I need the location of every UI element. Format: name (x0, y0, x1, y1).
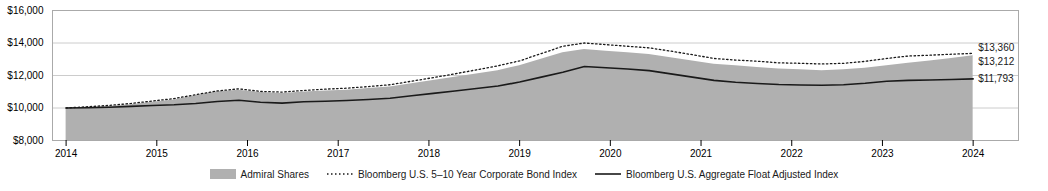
svg-text:2024: 2024 (962, 148, 985, 159)
svg-text:2016: 2016 (236, 148, 259, 159)
svg-text:2020: 2020 (599, 148, 622, 159)
svg-text:2015: 2015 (146, 148, 169, 159)
svg-text:2014: 2014 (55, 148, 78, 159)
svg-text:2017: 2017 (327, 148, 350, 159)
svg-text:2022: 2022 (781, 148, 804, 159)
svg-text:$16,000: $16,000 (7, 5, 44, 16)
svg-text:$12,000: $12,000 (7, 70, 44, 81)
svg-text:$10,000: $10,000 (7, 102, 44, 113)
svg-text:2019: 2019 (509, 148, 532, 159)
html-text:Bloomberg U.S. 5–10 Year Corpo: Bloomberg U.S. 5–10 Year Corporate Bond … (358, 168, 577, 180)
svg-text:2021: 2021 (690, 148, 713, 159)
svg-text:2018: 2018 (418, 148, 441, 159)
svg-text:$14,000: $14,000 (7, 37, 44, 48)
svg-text:$13,360: $13,360 (978, 42, 1015, 53)
svg-text:2023: 2023 (871, 148, 894, 159)
html-text:Admiral Shares: Admiral Shares (240, 168, 309, 180)
svg-text:$8,000: $8,000 (13, 135, 44, 146)
html-text:Bloomberg U.S. Aggregate Float: Bloomberg U.S. Aggregate Float Adjusted … (626, 168, 839, 180)
svg-text:$13,212: $13,212 (978, 56, 1015, 67)
svg-text:$11,793: $11,793 (978, 73, 1014, 84)
